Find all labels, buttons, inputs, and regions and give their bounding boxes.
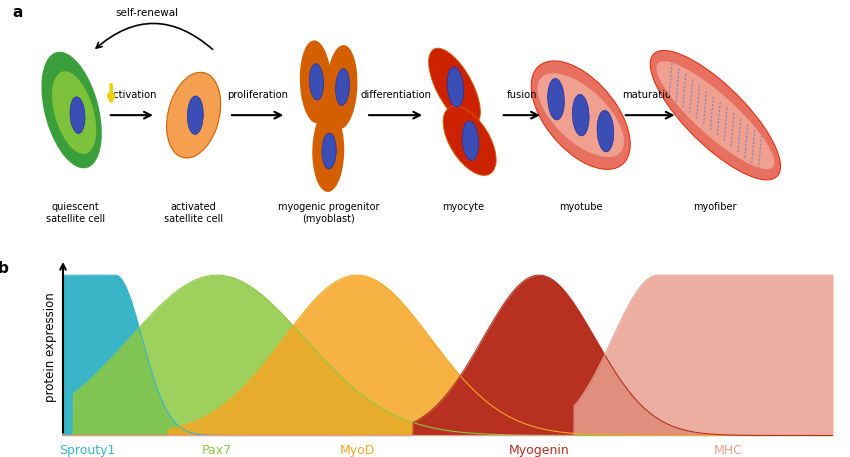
Text: Myogenin: Myogenin (508, 444, 570, 457)
Text: Pax7: Pax7 (202, 444, 232, 457)
Text: maturation: maturation (622, 90, 677, 100)
Ellipse shape (650, 50, 780, 180)
Ellipse shape (462, 121, 479, 160)
Text: proliferation: proliferation (227, 90, 288, 100)
Ellipse shape (443, 106, 496, 175)
Text: fusion: fusion (507, 90, 537, 100)
Ellipse shape (309, 64, 324, 100)
Ellipse shape (656, 61, 774, 169)
Ellipse shape (322, 133, 337, 169)
Ellipse shape (531, 61, 630, 170)
Ellipse shape (167, 72, 221, 158)
Ellipse shape (42, 52, 102, 168)
Ellipse shape (52, 71, 96, 154)
Ellipse shape (428, 48, 480, 126)
Y-axis label: protein expression: protein expression (43, 292, 57, 402)
Text: self-renewal: self-renewal (116, 8, 178, 18)
Ellipse shape (300, 40, 332, 123)
Ellipse shape (312, 110, 344, 192)
Text: quiescent
satellite cell: quiescent satellite cell (46, 202, 105, 224)
Ellipse shape (336, 69, 349, 106)
Text: a: a (13, 5, 23, 20)
Text: myotube: myotube (559, 202, 603, 212)
Ellipse shape (572, 95, 589, 136)
Text: b: b (0, 261, 8, 276)
Text: MyoD: MyoD (339, 444, 375, 457)
Ellipse shape (547, 79, 564, 120)
Text: myocyte: myocyte (442, 202, 484, 212)
Ellipse shape (537, 73, 624, 157)
Text: activation: activation (107, 90, 156, 100)
Text: myogenic progenitor
(myoblast): myogenic progenitor (myoblast) (277, 202, 379, 224)
Text: Sprouty1: Sprouty1 (60, 444, 116, 457)
Text: differentiation: differentiation (360, 90, 431, 100)
Text: MHC: MHC (713, 444, 742, 457)
Ellipse shape (597, 111, 614, 152)
Ellipse shape (447, 67, 463, 107)
Text: myofiber: myofiber (694, 202, 737, 212)
Ellipse shape (326, 45, 358, 129)
Text: activated
satellite cell: activated satellite cell (164, 202, 224, 224)
Ellipse shape (187, 96, 203, 134)
Ellipse shape (70, 97, 85, 133)
